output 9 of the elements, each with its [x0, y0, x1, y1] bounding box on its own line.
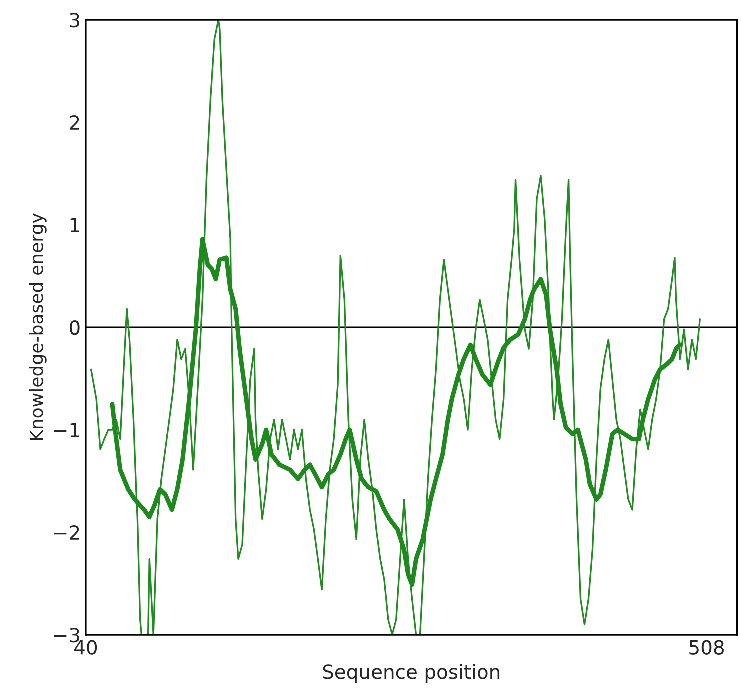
y-tick-label: 1 — [70, 218, 80, 232]
x-tick-label: 508 — [690, 640, 724, 655]
y-tick-label: 3 — [70, 12, 80, 28]
y-tick-label: −2 — [54, 525, 80, 540]
y-tick-label: −1 — [54, 423, 80, 438]
y-axis-title: Knowledge-based energy — [29, 214, 47, 440]
y-tick-label: 0 — [70, 320, 80, 336]
x-axis-title: Sequence position — [323, 664, 500, 684]
y-tick-label: 2 — [70, 115, 80, 130]
